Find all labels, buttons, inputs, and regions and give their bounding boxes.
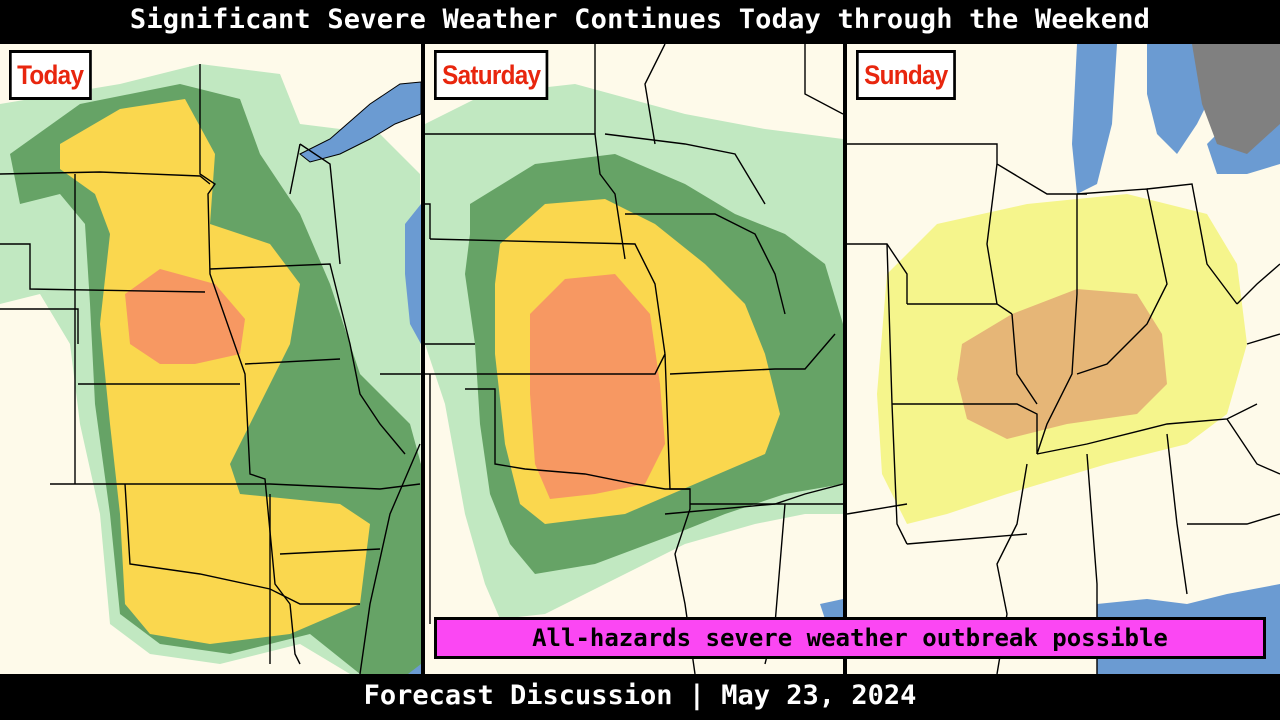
lake-michigan bbox=[1072, 44, 1117, 194]
canada-area bbox=[1192, 44, 1280, 154]
risk-map-saturday bbox=[425, 44, 843, 674]
outbreak-banner: All-hazards severe weather outbreak poss… bbox=[434, 617, 1266, 659]
map-panel-sunday: Sunday bbox=[847, 44, 1280, 674]
risk-area-moderate bbox=[125, 269, 245, 364]
risk-map-today bbox=[0, 64, 421, 674]
map-panel-today: Today bbox=[0, 44, 421, 674]
lake-michigan bbox=[405, 204, 421, 344]
day-label-sunday: Sunday bbox=[856, 50, 956, 100]
risk-area-moderate bbox=[530, 274, 665, 499]
panel-divider bbox=[421, 44, 425, 676]
lake-superior bbox=[299, 81, 421, 163]
footer-caption: Forecast Discussion | May 23, 2024 bbox=[363, 680, 917, 711]
day-label-saturday: Saturday bbox=[434, 50, 549, 100]
gulf-water bbox=[395, 664, 421, 674]
state-lines bbox=[847, 143, 1280, 674]
state-lines bbox=[425, 44, 843, 674]
panel-divider bbox=[843, 44, 847, 676]
risk-area-enhanced bbox=[60, 99, 370, 644]
lake-superior bbox=[755, 44, 843, 94]
day-label-today: Today bbox=[9, 50, 92, 100]
gulf-water bbox=[820, 599, 843, 619]
risk-area-slight bbox=[957, 289, 1167, 439]
page-title: Significant Severe Weather Continues Tod… bbox=[129, 4, 1151, 35]
risk-map-sunday bbox=[847, 44, 1280, 674]
map-panel-saturday: Saturday bbox=[425, 44, 843, 674]
state-lines bbox=[0, 64, 421, 674]
